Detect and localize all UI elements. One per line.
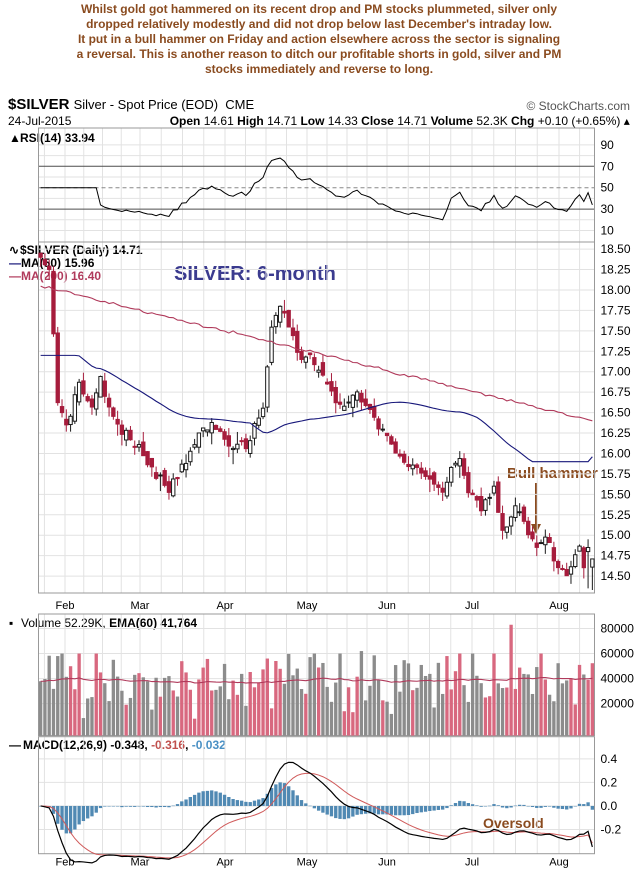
svg-text:Jun: Jun (378, 600, 396, 612)
svg-text:May: May (297, 600, 318, 612)
svg-text:16.75: 16.75 (601, 385, 631, 399)
svg-text:15.75: 15.75 (601, 467, 631, 481)
svg-text:Aug: Aug (549, 857, 569, 869)
svg-text:Jul: Jul (465, 857, 479, 869)
svg-text:Mar: Mar (131, 857, 150, 869)
svg-text:15.00: 15.00 (601, 528, 631, 542)
svg-text:18.00: 18.00 (601, 283, 631, 297)
svg-text:-0.2: -0.2 (601, 823, 622, 837)
svg-text:Feb: Feb (56, 857, 75, 869)
svg-text:17.00: 17.00 (601, 365, 631, 379)
svg-text:14.50: 14.50 (601, 569, 631, 583)
svg-text:0.4: 0.4 (601, 752, 618, 766)
svg-text:70: 70 (601, 159, 615, 173)
svg-text:Apr: Apr (216, 600, 233, 612)
svg-text:Apr: Apr (216, 857, 233, 869)
svg-text:18.50: 18.50 (601, 242, 631, 256)
svg-text:30: 30 (601, 202, 615, 216)
svg-text:16.25: 16.25 (601, 426, 631, 440)
svg-text:0.0: 0.0 (601, 799, 618, 813)
svg-text:80000: 80000 (601, 622, 635, 636)
svg-text:90: 90 (601, 138, 615, 152)
svg-text:10: 10 (601, 224, 615, 238)
svg-text:17.25: 17.25 (601, 344, 631, 358)
svg-text:40000: 40000 (601, 672, 635, 686)
svg-text:17.75: 17.75 (601, 303, 631, 317)
svg-text:16.50: 16.50 (601, 406, 631, 420)
svg-text:50: 50 (601, 181, 615, 195)
svg-text:18.25: 18.25 (601, 263, 631, 277)
svg-text:15.50: 15.50 (601, 487, 631, 501)
svg-text:0.2: 0.2 (601, 775, 618, 789)
svg-text:Jul: Jul (465, 600, 479, 612)
svg-text:14.75: 14.75 (601, 549, 631, 563)
svg-text:Aug: Aug (549, 600, 569, 612)
svg-text:Jun: Jun (378, 857, 396, 869)
svg-text:15.25: 15.25 (601, 508, 631, 522)
svg-text:Feb: Feb (56, 600, 75, 612)
svg-text:60000: 60000 (601, 647, 635, 661)
svg-text:17.50: 17.50 (601, 324, 631, 338)
svg-text:16.00: 16.00 (601, 447, 631, 461)
svg-text:20000: 20000 (601, 697, 635, 711)
svg-text:May: May (297, 857, 318, 869)
svg-text:Mar: Mar (131, 600, 150, 612)
